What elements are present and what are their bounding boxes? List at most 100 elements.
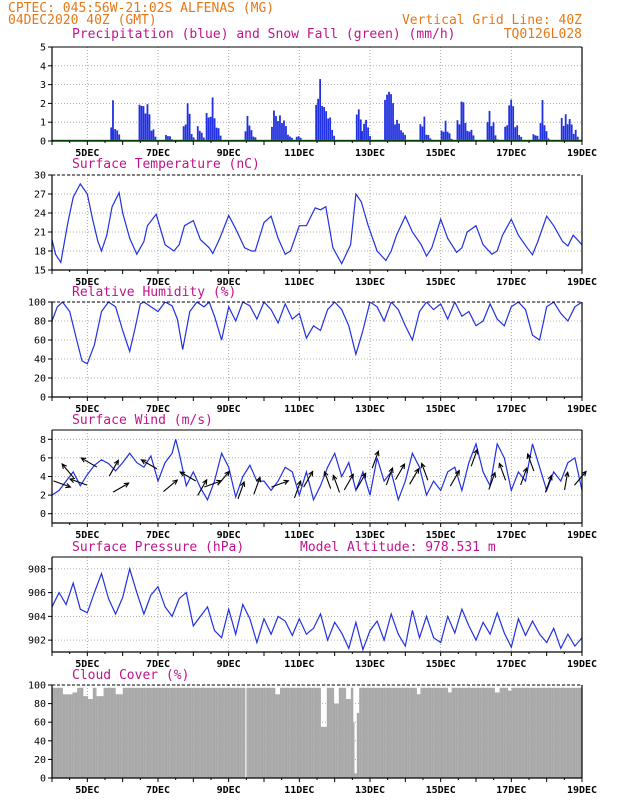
temperature-ytick-label: 18 [34,247,46,258]
precip-bar [150,130,153,141]
cloud-bar [215,687,217,778]
precip-bar [325,111,328,141]
cloud-bar [428,687,431,778]
cloud-bar [102,696,104,778]
cloud-bar [337,703,339,778]
wind-arrow-head [414,467,420,474]
cloud-bar [432,687,434,778]
cloud-bar [197,687,199,778]
precip-bar [470,129,473,141]
cloud-bar [449,692,451,778]
cloud-bar [474,687,476,778]
cloud-bar [437,687,439,778]
wind-arrow [80,457,98,468]
precip-bar [361,131,363,141]
humidity-xtick-label: 9DEC [217,404,241,415]
precip-xtick-label: 15DEC [426,148,456,159]
cloud-bar [352,687,354,778]
wind-arrow [293,479,302,499]
precip-bar [404,134,406,141]
cloud-bar [259,687,261,778]
wind-arrow-head [547,474,553,481]
cloud-bar [294,687,296,778]
humidity-ytick-label: 20 [34,374,46,385]
cloud-bar [222,687,224,778]
cloud-bar [541,687,543,778]
cloud-bar [366,687,368,778]
cloud-bar [559,687,561,778]
cloud-bar [410,687,413,778]
header-location: CPTEC: 045:56W-21:02S ALFENAS (MG) [8,1,274,16]
precip-bar [460,101,463,141]
precip-bar [532,134,535,141]
precip-bar [211,97,214,141]
cloud-bar [163,687,165,778]
cloud-ytick-label: 20 [34,755,46,766]
cloud-bar [306,687,308,778]
cloud-bar [488,687,491,778]
cloud-bar [384,687,386,778]
precip-bar [217,128,220,141]
temperature-xtick-label: 19DEC [567,277,597,288]
cloud-bar [560,687,563,778]
humidity-xtick-label: 7DEC [146,404,170,415]
cloud-bar [502,687,504,778]
wind-arrow-shaft [527,453,535,472]
wind-arrow-shaft [395,463,406,480]
wind-arrow [385,466,394,486]
cloud-bar [383,687,385,778]
cloud-bar [503,687,505,778]
wind-arrow-head [68,477,76,483]
precip-bar [504,126,507,141]
wind-arrow-head [61,463,67,470]
cloud-bar [278,694,281,778]
wind-xtick-label: 19DEC [567,530,597,541]
cloud-bar [346,698,348,778]
cloud-bar [109,687,111,778]
temperature-line [52,182,582,266]
precip-bar [574,129,577,141]
cloud-bar [265,687,267,778]
cloud-bar [193,687,195,778]
cloud-bar [530,687,533,778]
precip-bar [254,137,257,141]
cloud-bar [304,687,306,778]
cloud-bar [457,687,459,778]
wind-arrow [371,450,380,469]
precip-bar [207,117,210,141]
cloud-bar [505,687,507,778]
cloud-bar [545,687,547,778]
wind-arrow-head [123,482,130,488]
cloud-bar [198,687,200,778]
cloud-bar [427,687,429,778]
cloud-bar [202,687,204,778]
cloud-bar [72,692,74,778]
cloud-bar [390,687,392,778]
cloud-bar [499,687,501,778]
cloud-bar [170,687,173,778]
wind-ytick-label: 6 [40,453,46,464]
precip-xtick-label: 7DEC [146,148,170,159]
precip-bar [440,130,443,141]
cloud-ytick-label: 80 [34,699,46,710]
cloud-bar [386,687,389,778]
pressure-xtick-label: 7DEC [146,659,170,670]
cloud-bar [467,687,469,778]
precip-plot [52,79,582,141]
cloud-bar [146,687,149,778]
precip-bar [252,136,255,141]
precip-bar [456,120,459,141]
cloud-bar [398,687,401,778]
precip-bar [536,135,539,141]
cloud-bar [254,687,257,778]
cloud-bar [88,698,90,778]
precip-bar [317,98,320,141]
cloud-bar [415,687,417,778]
cloud-bar [142,687,144,778]
cloud-bar [131,687,133,778]
cloud-bar [55,687,57,778]
wind-arrow-shaft [324,471,332,489]
cloud-bar [565,687,567,778]
precip-bar [289,136,291,141]
wind-arrow-shaft [112,482,129,493]
